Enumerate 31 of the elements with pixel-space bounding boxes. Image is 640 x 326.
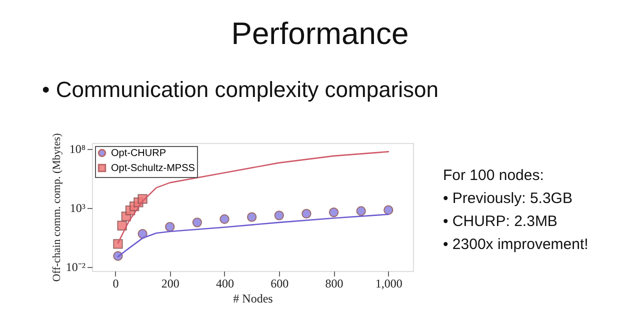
- point: [220, 214, 230, 224]
- text: • Previously: 5.3GB: [443, 190, 572, 207]
- point: [138, 229, 148, 239]
- y-tick-label: 10⁻²: [66, 260, 86, 274]
- point: [192, 218, 202, 228]
- legend-label: Opt-CHURP: [111, 148, 166, 159]
- x-tick-label: 0: [112, 276, 119, 290]
- point: [328, 208, 339, 218]
- point: [117, 220, 127, 230]
- point: [302, 208, 312, 218]
- point: [113, 239, 123, 249]
- y-tick-label: 10³: [70, 201, 86, 216]
- point: [274, 210, 284, 220]
- x-tick-label: 400: [216, 276, 234, 290]
- point: [246, 212, 257, 222]
- point: [384, 205, 394, 215]
- text: • 2300x improvement!: [443, 236, 588, 253]
- x-axis-title: # Nodes: [233, 292, 274, 306]
- point: [356, 206, 366, 216]
- point: [165, 222, 175, 232]
- chart-title: Performance: [231, 16, 409, 51]
- x-tick-label: 1,000: [375, 276, 402, 290]
- y-axis-title: Off-chain comm. comp. (Mbytes): [50, 132, 63, 282]
- x-tick-label: 200: [161, 276, 180, 290]
- y-tick-label: 10⁸: [69, 142, 86, 156]
- text: • CHURP: 2.3MB: [443, 213, 558, 230]
- x-tick-label: 800: [325, 276, 344, 290]
- legend-label: Opt-Schultz-MPSS: [111, 163, 196, 174]
- x-tick-label: 600: [270, 276, 289, 290]
- text: For 100 nodes:: [443, 167, 544, 184]
- chart-subtitle: • Communication complexity comparison: [42, 77, 439, 102]
